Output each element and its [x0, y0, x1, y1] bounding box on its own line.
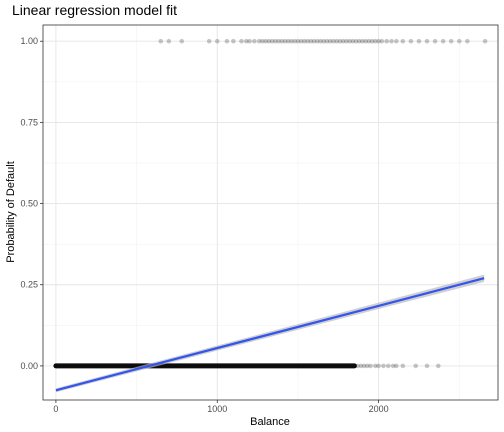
data-point: [358, 363, 364, 369]
data-point: [260, 38, 265, 44]
data-point: [424, 363, 430, 369]
data-point: [385, 363, 391, 369]
data-point: [432, 38, 438, 44]
data-point-band: [53, 363, 357, 369]
data-point: [324, 38, 330, 44]
data-point: [214, 38, 220, 44]
data-point: [279, 38, 285, 44]
data-point: [384, 38, 389, 44]
data-point: [465, 38, 470, 44]
data-point: [389, 38, 394, 44]
data-point: [314, 38, 320, 44]
x-tick-label: 2000: [369, 404, 389, 414]
data-point: [355, 363, 360, 369]
regression-fit: [55, 274, 485, 393]
data-point: [400, 363, 406, 369]
data-point: [282, 38, 288, 44]
data-point: [231, 38, 236, 44]
grid-minor: [43, 25, 498, 400]
data-point: [361, 363, 367, 369]
data-point: [206, 38, 212, 44]
data-point: [436, 363, 441, 369]
data-point: [308, 38, 314, 44]
data-point: [456, 38, 462, 44]
data-point: [440, 38, 446, 44]
grid-major: [43, 25, 498, 400]
data-point: [376, 363, 381, 369]
data-point: [252, 38, 257, 44]
y-tick-label: 0.00: [20, 361, 38, 371]
data-point: [158, 38, 164, 44]
data-point: [256, 38, 262, 44]
y-tick-label: 0.25: [20, 280, 38, 290]
data-point: [400, 38, 406, 44]
x-axis-title: Balance: [250, 416, 290, 428]
data-point: [321, 38, 327, 44]
data-point: [424, 38, 430, 44]
data-point: [366, 38, 372, 44]
data-point: [344, 38, 349, 44]
data-point: [243, 38, 249, 44]
fit-line: [55, 277, 485, 392]
y-axis-title: Probability of Default: [5, 161, 17, 263]
data-point: [373, 38, 378, 44]
data-point: [266, 38, 272, 44]
data-point: [368, 363, 373, 369]
x-tick-label: 0: [53, 404, 58, 414]
data-point: [273, 38, 278, 44]
data-point: [390, 363, 396, 369]
x-tick-label: 1000: [207, 404, 227, 414]
data-point: [292, 38, 298, 44]
data-point: [311, 38, 317, 44]
data-point: [482, 38, 488, 44]
data-point: [269, 38, 275, 44]
data-point: [166, 38, 172, 44]
data-point: [413, 363, 419, 369]
data-point: [394, 363, 399, 369]
data-point: [363, 38, 368, 44]
data-point: [263, 38, 268, 44]
data-point: [327, 38, 333, 44]
data-point: [337, 38, 343, 44]
data-point: [302, 38, 307, 44]
chart-title: Linear regression model fit: [12, 2, 177, 18]
panel-border: [42, 24, 499, 401]
x-axis-ticks: 0 1000 2000: [53, 400, 389, 414]
data-point: [394, 38, 399, 44]
data-point: [350, 38, 356, 44]
data-point: [247, 38, 252, 44]
data-point: [285, 38, 291, 44]
data-point: [416, 38, 422, 44]
data-point: [369, 38, 375, 44]
data-point: [334, 38, 339, 44]
y-tick-label: 1.00: [20, 36, 38, 46]
data-point: [289, 38, 294, 44]
data-point: [295, 38, 301, 44]
data-point: [408, 38, 414, 44]
data-point: [347, 38, 352, 44]
data-point: [353, 38, 359, 44]
y-tick-label: 0.75: [20, 117, 38, 127]
data-point: [239, 38, 244, 44]
data-point: [381, 363, 386, 369]
data-point: [356, 38, 362, 44]
data-point: [305, 38, 310, 44]
data-point: [379, 38, 385, 44]
data-points: [53, 38, 488, 369]
y-tick-label: 0.50: [20, 199, 38, 209]
data-point: [448, 38, 454, 44]
data-point: [360, 38, 365, 44]
data-point: [340, 38, 346, 44]
data-point: [373, 363, 378, 369]
data-point: [331, 38, 336, 44]
data-point: [365, 363, 370, 369]
data-point: [224, 38, 230, 44]
data-point: [276, 38, 281, 44]
y-axis-ticks: 0.00 0.25 0.50 0.75 1.00: [20, 36, 43, 371]
data-point: [376, 38, 381, 44]
data-point: [179, 38, 185, 44]
data-point: [298, 38, 304, 44]
data-point: [318, 38, 323, 44]
